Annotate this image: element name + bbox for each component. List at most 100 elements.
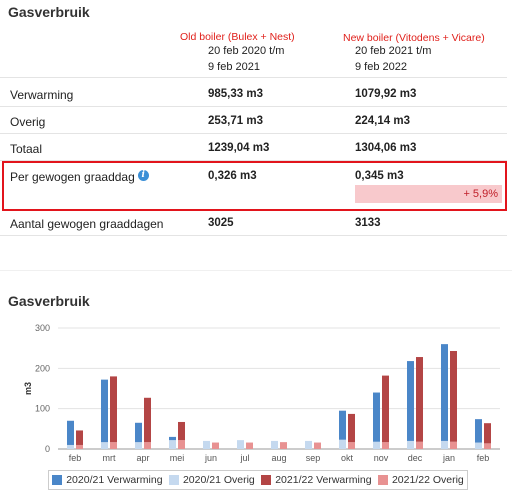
x-tick-label: sep [306, 453, 321, 463]
chart-bar [373, 392, 380, 442]
row-divider [0, 133, 507, 134]
chart-bar [382, 375, 389, 443]
row-divider [0, 77, 507, 78]
chart-bar [484, 443, 491, 449]
y-tick-label: 0 [45, 444, 50, 454]
chart-bar [441, 344, 448, 441]
chart-bar [441, 440, 448, 449]
percentage-diff-badge: + 5,9% [355, 185, 502, 203]
legend-item[interactable]: 2021/22 Overig [377, 474, 464, 486]
chart-bar [76, 444, 83, 449]
section-divider [0, 270, 512, 271]
row-divider [0, 160, 507, 161]
period-old-line2: 9 feb 2021 [208, 61, 260, 73]
legend-label: 2021/22 Verwarming [275, 474, 372, 486]
row-divider [0, 106, 507, 107]
value-old-per-graaddag: 0,326 m3 [208, 170, 257, 182]
chart-bar [484, 423, 491, 444]
chart-bar [67, 420, 74, 445]
new-boiler-annotation: New boiler (Vitodens + Vicare) [343, 32, 485, 44]
period-old-header: 20 feb 2020 t/m 9 feb 2021 [208, 43, 284, 75]
row-label-verwarming: Verwarming [10, 88, 74, 102]
row-label-overig: Overig [10, 115, 46, 129]
row-label-totaal: Totaal [10, 142, 43, 156]
row-label-per-graaddag-text: Per gewogen graaddag [10, 170, 135, 184]
y-tick-label: 100 [35, 404, 50, 414]
chart-bar [76, 430, 83, 445]
value-old-graaddagen: 3025 [208, 217, 234, 229]
chart-bar [178, 440, 185, 449]
chart-bar [280, 442, 287, 449]
legend-item[interactable]: 2020/21 Overig [168, 474, 255, 486]
chart-bar [169, 440, 176, 449]
chart-legend: 2020/21 Verwarming 2020/21 Overig 2021/2… [48, 470, 468, 490]
legend-swatch [261, 475, 272, 485]
chart-bar [416, 357, 423, 442]
highlight-box [2, 161, 507, 211]
legend-swatch [377, 475, 388, 485]
chart-bar [110, 376, 117, 443]
chart-title: Gasverbruik [8, 293, 90, 309]
x-tick-label: feb [477, 453, 490, 463]
row-label-graaddagen: Aantal gewogen graaddagen [10, 217, 164, 231]
value-new-overig: 224,14 m3 [355, 115, 410, 127]
y-axis-label: m3 [23, 382, 33, 395]
chart-bar [135, 422, 142, 443]
chart-bar [407, 440, 414, 449]
y-tick-label: 200 [35, 363, 50, 373]
period-new-line1: 20 feb 2021 t/m [355, 45, 432, 57]
x-tick-label: jul [239, 453, 249, 463]
chart-bar [416, 441, 423, 449]
value-old-verwarming: 985,33 m3 [208, 88, 263, 100]
chart-bar [101, 379, 108, 443]
x-tick-label: dec [408, 453, 423, 463]
chart-bar [305, 440, 312, 449]
value-old-totaal: 1239,04 m3 [208, 142, 270, 154]
chart-bar [135, 442, 142, 449]
chart-bar [475, 442, 482, 449]
legend-item[interactable]: 2021/22 Verwarming [261, 474, 372, 486]
value-new-totaal: 1304,06 m3 [355, 142, 417, 154]
x-tick-label: jan [442, 453, 455, 463]
chart-bar [450, 441, 457, 449]
chart-bar [348, 442, 355, 449]
info-icon[interactable]: i [137, 170, 149, 181]
chart-bar [144, 397, 151, 443]
period-old-line1: 20 feb 2020 t/m [208, 45, 285, 57]
chart-bar [101, 442, 108, 449]
y-tick-label: 300 [35, 323, 50, 333]
old-boiler-annotation: Old boiler (Bulex + Nest) [180, 31, 295, 43]
legend-label: 2020/21 Verwarming [66, 474, 163, 486]
chart-bar [339, 410, 346, 440]
value-new-graaddagen: 3133 [355, 217, 381, 229]
value-old-overig: 253,71 m3 [208, 115, 263, 127]
x-tick-label: feb [69, 453, 82, 463]
legend-label: 2021/22 Overig [391, 474, 464, 486]
table-title: Gasverbruik [8, 4, 90, 20]
chart-bar [110, 442, 117, 449]
chart-bar [407, 361, 414, 441]
chart-bar [203, 440, 210, 449]
chart-bar [237, 440, 244, 449]
legend-item[interactable]: 2020/21 Verwarming [52, 474, 163, 486]
chart-bar [169, 436, 176, 441]
chart-bar [348, 413, 355, 443]
chart-bar [67, 444, 74, 449]
gas-usage-chart: 0 100 200 300 m3 feb mrt apr mei jun jul aug sep okt n… [23, 323, 500, 463]
chart-bar [450, 350, 457, 442]
chart-bar [314, 442, 321, 449]
x-tick-label: jun [204, 453, 217, 463]
chart-bar [144, 442, 151, 449]
chart-bar [178, 421, 185, 441]
legend-label: 2020/21 Overig [182, 474, 255, 486]
x-tick-label: nov [374, 453, 389, 463]
value-new-verwarming: 1079,92 m3 [355, 88, 417, 100]
row-divider [0, 235, 507, 236]
chart-bar [212, 442, 219, 449]
value-new-per-graaddag: 0,345 m3 [355, 170, 404, 182]
row-label-per-graaddag: Per gewogen graaddag i [10, 170, 149, 184]
legend-swatch [168, 475, 179, 485]
period-new-line2: 9 feb 2022 [355, 61, 407, 73]
chart-bar [382, 442, 389, 449]
chart-bar [475, 419, 482, 443]
